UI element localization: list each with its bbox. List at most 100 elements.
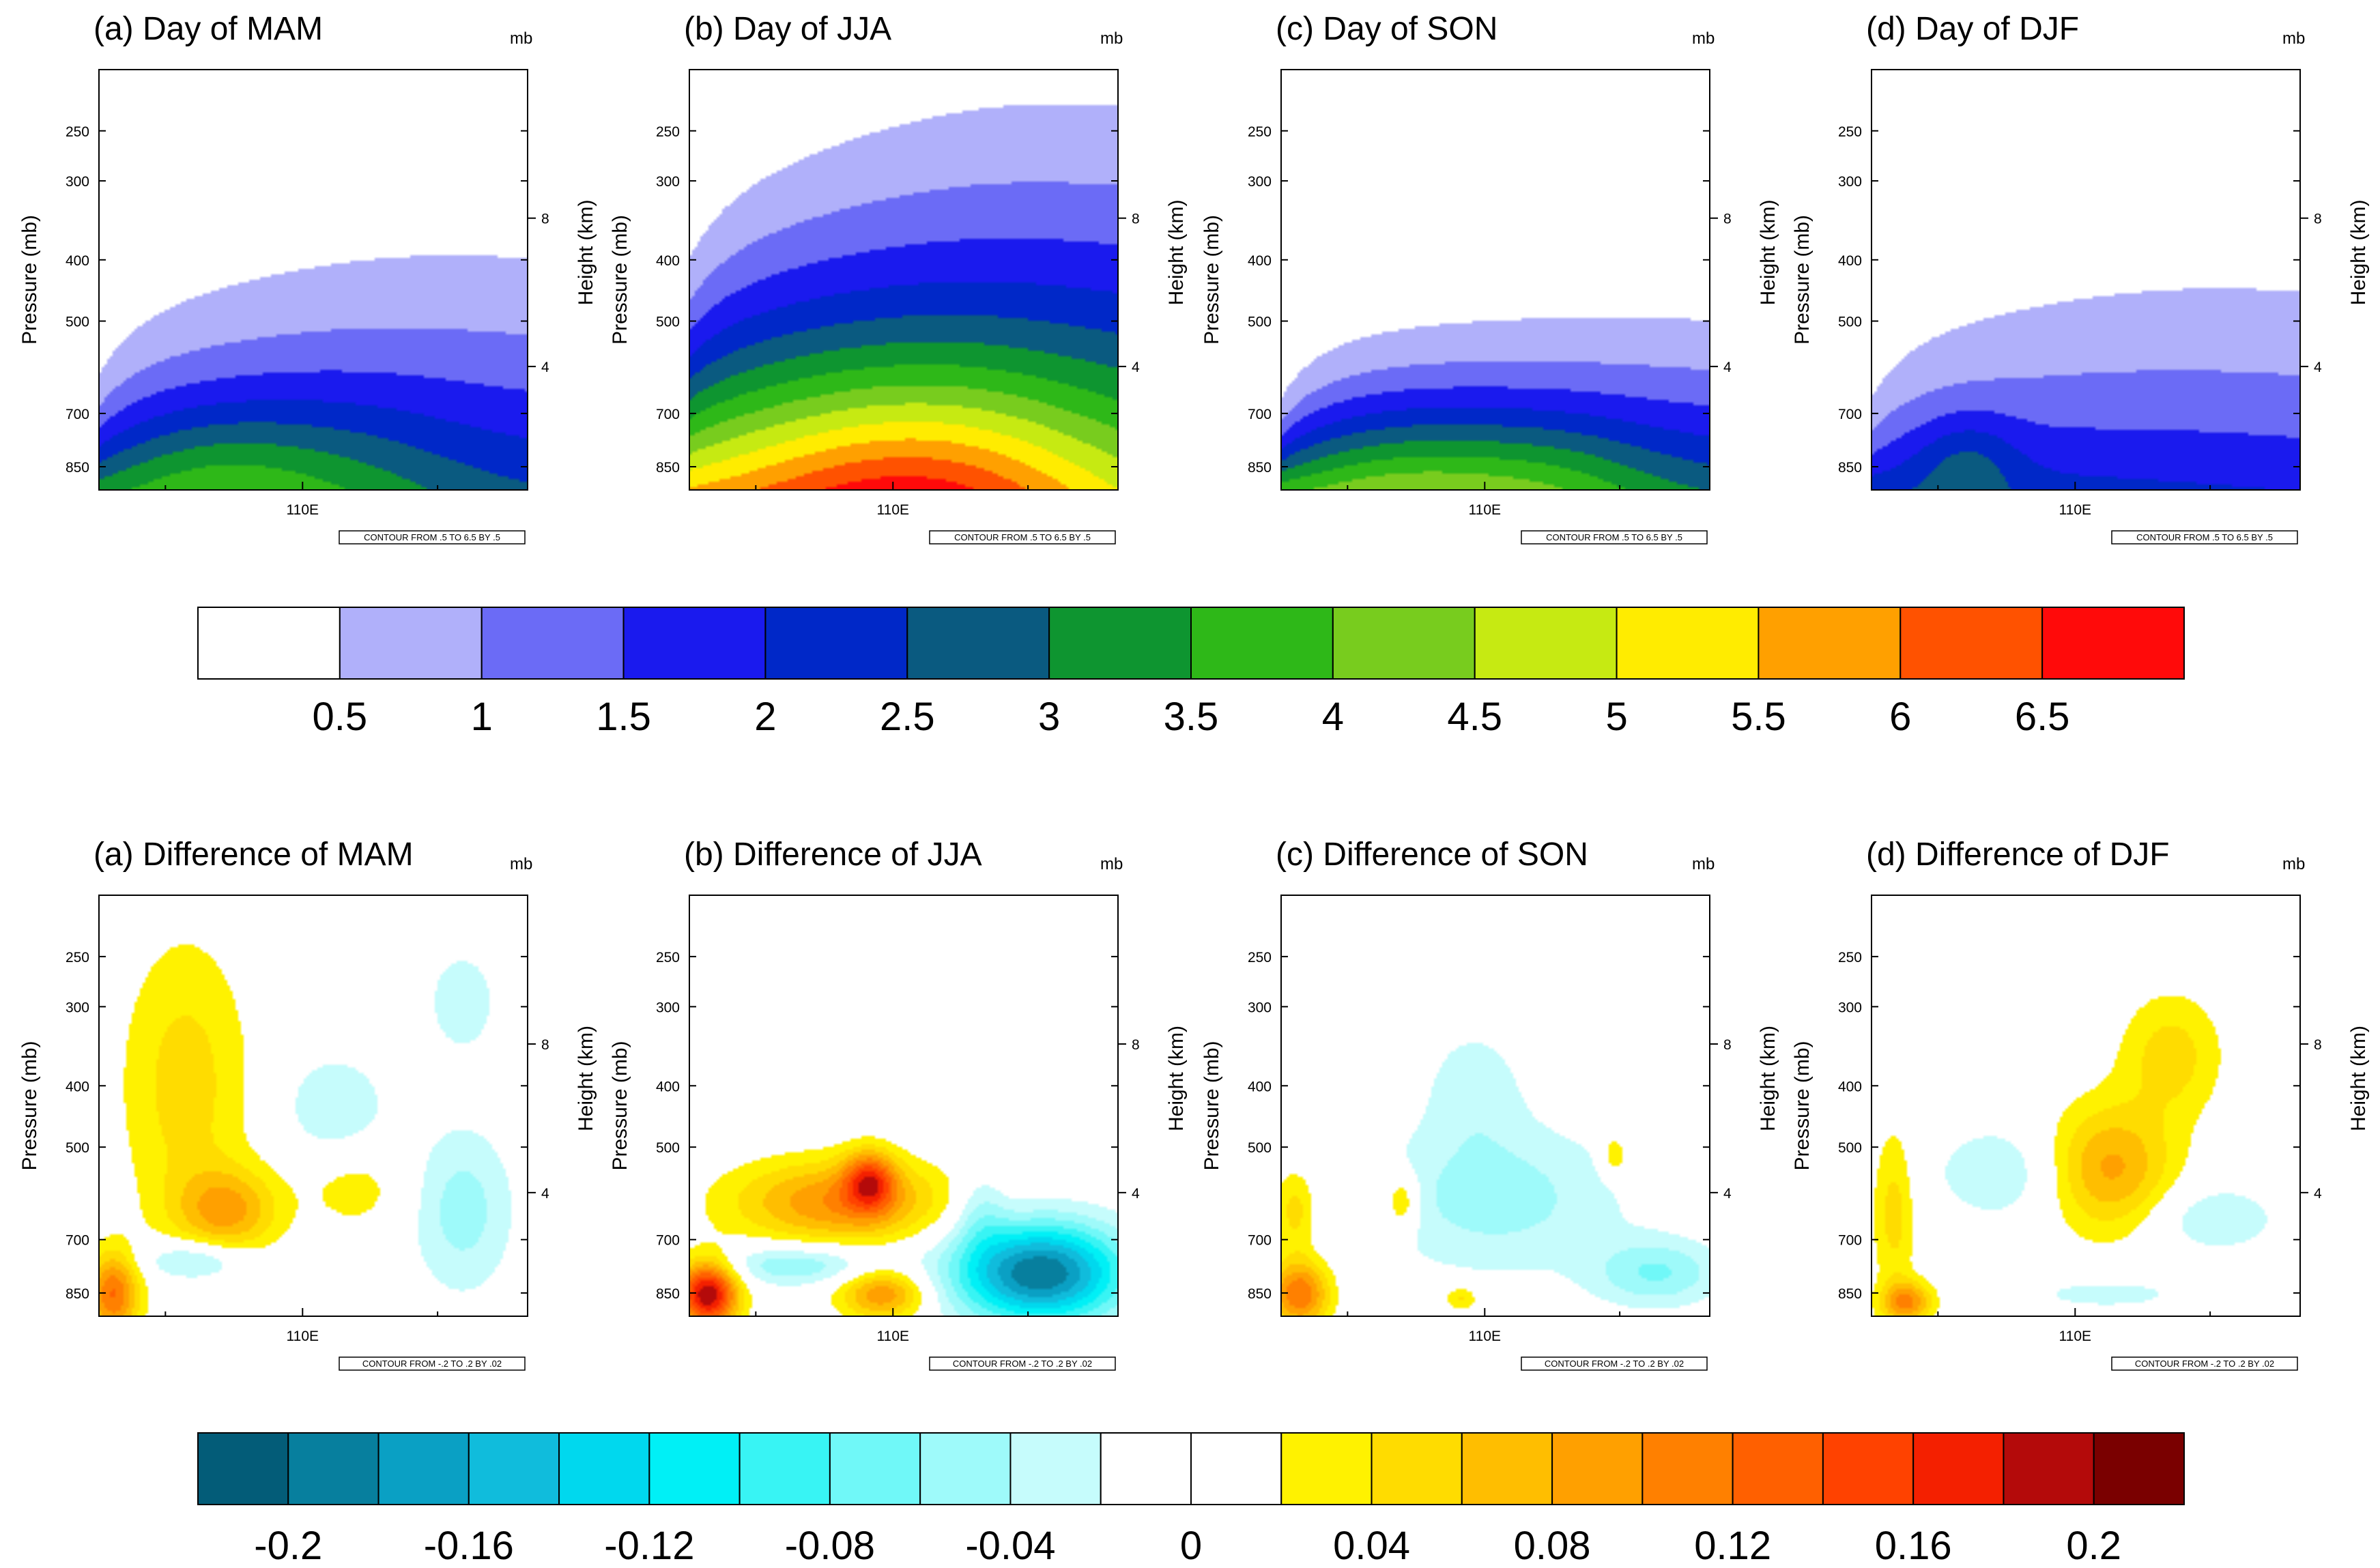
colorbar-label: 0.12 — [1694, 1524, 1771, 1568]
x-tick-label: 110E — [877, 1329, 910, 1344]
y-tick-label: 300 — [1838, 174, 1862, 190]
colorbar-swatch — [2003, 1432, 2095, 1505]
contour-info-box — [929, 1356, 1116, 1371]
contour-field — [689, 895, 1118, 1316]
height-axis-label: Height (km) — [575, 199, 597, 305]
colorbar-label: 5.5 — [1731, 695, 1786, 739]
y-tick-label: 300 — [656, 1000, 680, 1015]
colorbar-swatch — [1280, 1432, 1373, 1505]
height-tick-label: 8 — [1723, 1037, 1732, 1053]
y-tick-label: 850 — [1838, 1286, 1862, 1302]
colorbar-swatch — [1009, 1432, 1102, 1505]
colorbar-label: 0.2 — [2066, 1524, 2121, 1568]
y-axis-label: Pressure (mb) — [18, 215, 41, 345]
colorbar-swatch — [1616, 607, 1760, 680]
panel-day-mam: (a) Day of MAM mb 250 300 400 500 700 850 4 8 110E… — [18, 11, 597, 545]
y-tick-label: 700 — [1248, 407, 1272, 422]
y-tick-label: 700 — [1838, 1233, 1862, 1249]
colorbar-label: 1 — [471, 695, 493, 739]
colorbar-swatch — [648, 1432, 741, 1505]
colorbar-swatch — [622, 607, 766, 680]
height-tick-label: 8 — [2314, 212, 2322, 227]
height-axis-label: Height (km) — [2347, 1026, 2370, 1131]
x-tick-label: 110E — [2059, 502, 2092, 518]
colorbar-swatch — [1100, 1432, 1192, 1505]
x-tick-label: 110E — [2059, 1329, 2092, 1344]
height-tick-label: 4 — [2314, 1186, 2322, 1202]
plot-frame — [689, 69, 1119, 491]
height-tick-label: 4 — [1132, 1186, 1140, 1202]
colorbar-swatch — [1474, 607, 1618, 680]
panel-title: (b) Day of JJA — [684, 11, 891, 47]
y-tick-label: 300 — [1248, 1000, 1272, 1015]
y-tick-label: 400 — [1838, 1079, 1862, 1094]
colorbar-label: 0 — [1180, 1524, 1202, 1568]
height-tick-label: 8 — [1132, 212, 1140, 227]
x-tick-label: 110E — [287, 502, 319, 518]
y-tick-label: 850 — [1838, 460, 1862, 476]
contour-field — [99, 70, 528, 490]
contour-info-box — [2111, 1356, 2298, 1371]
x-tick-label: 110E — [1469, 502, 1502, 518]
colorbar-swatch — [764, 607, 908, 680]
y-tick-label: 250 — [1248, 124, 1272, 140]
panel-diff-jja: (b) Difference of JJA mb 250 300 400 500 700 85… — [609, 837, 1188, 1371]
panel-diff-son: (c) Difference of SON mb 250 300 400 500 700 85… — [1201, 837, 1779, 1371]
contour-info: CONTOUR FROM -.2 TO .2 BY .02 — [953, 1359, 1092, 1369]
panel-day-son: (c) Day of SON mb 250 300 400 500 700 850 4 8 110E… — [1201, 11, 1779, 545]
colorbar-diff: -0.2 -0.16 -0.12 -0.08 -0.04 0 0.04 0.08 0.12 0.1… — [197, 1432, 2185, 1568]
colorbar-swatch — [1190, 1432, 1282, 1505]
unit-label: mb — [510, 29, 532, 48]
colorbar-swatch — [468, 1432, 560, 1505]
height-tick-label: 4 — [541, 360, 549, 375]
unit-label: mb — [1100, 29, 1123, 48]
y-tick-label: 500 — [1248, 315, 1272, 330]
panel-title: (a) Difference of MAM — [94, 837, 414, 873]
unit-label: mb — [2282, 855, 2305, 873]
plot-frame — [1871, 69, 2301, 491]
y-tick-label: 700 — [1838, 407, 1862, 422]
y-tick-label: 250 — [1838, 950, 1862, 966]
panel-title: (c) Day of SON — [1276, 11, 1497, 47]
colorbar-label: -0.12 — [604, 1524, 694, 1568]
height-tick-label: 4 — [1723, 1186, 1732, 1202]
y-tick-label: 300 — [656, 174, 680, 190]
y-tick-label: 850 — [66, 1286, 89, 1302]
panel-title: (d) Difference of DJF — [1866, 837, 2170, 873]
colorbar-swatch — [481, 607, 625, 680]
y-tick-label: 500 — [1838, 1140, 1862, 1156]
plot-frame — [98, 895, 528, 1317]
colorbar-swatch — [1371, 1432, 1463, 1505]
colorbar-swatch — [906, 607, 1050, 680]
y-tick-label: 250 — [656, 950, 680, 966]
contour-info: CONTOUR FROM -.2 TO .2 BY .02 — [1545, 1359, 1684, 1369]
contour-field — [1872, 895, 2300, 1316]
y-tick-label: 850 — [66, 460, 89, 476]
height-tick-label: 4 — [1132, 360, 1140, 375]
contour-info: CONTOUR FROM .5 TO 6.5 BY .5 — [1546, 532, 1682, 542]
contour-info-box — [339, 1356, 526, 1371]
y-tick-label: 300 — [1838, 1000, 1862, 1015]
height-axis-label: Height (km) — [1757, 199, 1779, 305]
y-tick-label: 500 — [66, 1140, 89, 1156]
height-axis-label: Height (km) — [2347, 199, 2370, 305]
y-tick-label: 400 — [1248, 1079, 1272, 1094]
colorbar-swatch — [339, 607, 483, 680]
y-tick-label: 400 — [1248, 253, 1272, 269]
height-tick-label: 4 — [541, 1186, 549, 1202]
y-tick-label: 850 — [656, 1286, 680, 1302]
colorbar-swatch — [377, 1432, 470, 1505]
x-tick-label: 110E — [287, 1329, 319, 1344]
y-tick-label: 700 — [66, 407, 89, 422]
plot-frame — [1280, 69, 1710, 491]
colorbar-swatch — [558, 1432, 650, 1505]
colorbar-swatch — [1912, 1432, 2005, 1505]
colorbar-label: 0.08 — [1514, 1524, 1591, 1568]
colorbar-label: 4 — [1322, 695, 1344, 739]
colorbar-swatch — [1732, 1432, 1824, 1505]
panel-diff-djf: (d) Difference of DJF mb 250 300 400 500 700 85… — [1791, 837, 2370, 1371]
unit-label: mb — [510, 855, 532, 873]
y-tick-label: 500 — [656, 1140, 680, 1156]
colorbar-label: 2 — [754, 695, 776, 739]
